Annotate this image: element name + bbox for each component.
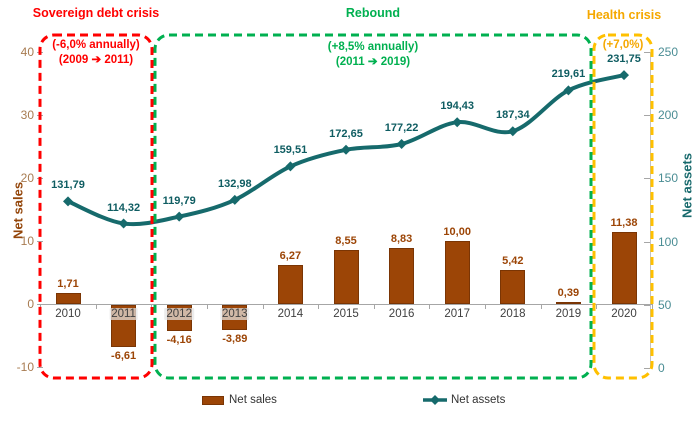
legend-item-net-sales: Net sales bbox=[202, 392, 277, 408]
x-label-2010: 2010 bbox=[55, 308, 81, 320]
x-label-2013: 2013 bbox=[220, 308, 250, 320]
data-point-marker bbox=[619, 70, 629, 81]
net-sales-swatch-icon bbox=[202, 395, 224, 405]
data-point-marker bbox=[341, 144, 351, 155]
x-axis-tick bbox=[262, 304, 264, 309]
x-axis-tick bbox=[540, 304, 542, 309]
x-axis-tick bbox=[429, 304, 431, 309]
net-assets-marker-icon bbox=[423, 395, 447, 405]
annotation-line: (2011 ➔ 2019) bbox=[335, 56, 411, 68]
x-label-2017: 2017 bbox=[444, 308, 470, 320]
year-text: 2010 bbox=[55, 308, 81, 320]
x-axis-tick bbox=[207, 304, 208, 309]
year-text: 2014 bbox=[277, 308, 304, 320]
y-right-tick-label: 100 bbox=[658, 234, 679, 249]
y-left-tick-label: 40 bbox=[20, 45, 34, 59]
annotation-rebound: (+8,5% annually) (2011 ➔ 2019) bbox=[155, 40, 591, 70]
x-axis-tick bbox=[40, 304, 42, 309]
data-point-marker bbox=[174, 211, 185, 222]
y-right-tick-label: 50 bbox=[658, 297, 672, 312]
data-point-marker bbox=[452, 117, 463, 128]
year-text: 2015 bbox=[333, 308, 359, 320]
year-text: 2016 bbox=[388, 308, 415, 320]
year-text: 2020 bbox=[611, 308, 637, 320]
x-label-2014: 2014 bbox=[278, 308, 304, 320]
annotation-health-crisis: (+7,0%) bbox=[590, 38, 656, 53]
annotation-line: (-6,0% annually) bbox=[52, 39, 140, 51]
period-title-rebound: Rebound bbox=[345, 6, 401, 20]
year-text: 2011 bbox=[109, 308, 138, 320]
x-label-2020: 2020 bbox=[611, 308, 637, 320]
y-right-tick-label: 150 bbox=[658, 171, 679, 186]
data-point-marker bbox=[396, 138, 407, 149]
x-axis-tick bbox=[95, 304, 97, 309]
y-left-tick-label: 30 bbox=[20, 108, 34, 122]
x-axis-line bbox=[40, 304, 652, 305]
data-point-marker bbox=[118, 218, 129, 229]
x-axis-tick bbox=[373, 304, 375, 309]
period-title-health-crisis: Health crisis bbox=[586, 8, 662, 22]
year-text: 2019 bbox=[555, 308, 582, 320]
y-left-tick-label: 20 bbox=[20, 171, 34, 185]
x-label-2018: 2018 bbox=[500, 308, 526, 320]
y-left-tick-label: -10 bbox=[16, 360, 34, 374]
legend-label: Net sales bbox=[229, 394, 277, 406]
annotation-line: (2009 ➔ 2011) bbox=[58, 54, 134, 66]
y-right-tick-label: 250 bbox=[658, 45, 679, 59]
x-axis-tick bbox=[151, 304, 153, 309]
x-label-2019: 2019 bbox=[556, 308, 582, 320]
legend-label: Net assets bbox=[451, 394, 506, 406]
x-axis-tick bbox=[318, 304, 320, 309]
y-right-tick-label: 0 bbox=[658, 361, 665, 375]
year-text: 2013 bbox=[220, 308, 250, 320]
x-axis-tick bbox=[596, 304, 598, 309]
y-left-tick-label: 0 bbox=[27, 297, 34, 311]
x-axis-tick bbox=[485, 304, 486, 309]
annotation-debt-crisis: (-6,0% annually) (2009 ➔ 2011) bbox=[38, 38, 154, 68]
legend-item-net-assets: Net assets bbox=[423, 392, 505, 408]
x-axis-tick bbox=[651, 304, 653, 309]
x-label-2015: 2015 bbox=[333, 308, 359, 320]
y-left-tick-label: 10 bbox=[20, 234, 34, 248]
y-right-tick-label: 200 bbox=[658, 108, 679, 123]
annotation-line: (+7,0%) bbox=[602, 39, 644, 51]
x-label-2012: 2012 bbox=[164, 308, 194, 320]
year-text: 2017 bbox=[444, 308, 470, 320]
x-label-2011: 2011 bbox=[109, 308, 138, 320]
period-title-sovereign-debt-crisis: Sovereign debt crisis bbox=[32, 6, 160, 20]
annotation-line: (+8,5% annually) bbox=[327, 41, 419, 53]
year-text: 2018 bbox=[500, 308, 526, 320]
year-text: 2012 bbox=[164, 308, 194, 320]
x-label-2016: 2016 bbox=[389, 308, 415, 320]
data-point-marker bbox=[507, 126, 518, 137]
